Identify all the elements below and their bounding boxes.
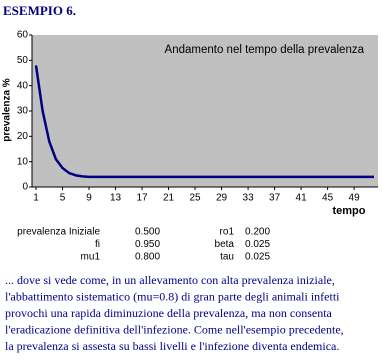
x-tick-label: 9	[86, 193, 92, 204]
y-tick-label: 40	[17, 80, 29, 91]
y-tick-label: 60	[17, 30, 29, 41]
y-axis-label: prevalenza %	[2, 78, 13, 141]
parameter-cell: 0.500	[135, 227, 160, 238]
x-tick-label: 33	[243, 193, 255, 204]
y-tick-label: 10	[17, 156, 29, 167]
parameter-cell: 0.200	[245, 227, 270, 238]
y-tick-label: 20	[17, 131, 29, 142]
x-axis-label: tempo	[333, 205, 366, 217]
x-tick-label: 5	[60, 193, 66, 204]
parameter-cell: fi	[95, 239, 100, 250]
parameter-cell: 0.800	[135, 252, 160, 263]
x-tick-label: 29	[216, 193, 228, 204]
parameter-cell: beta	[215, 239, 235, 250]
x-tick-label: 17	[136, 193, 148, 204]
paragraph-line: provochi una rapida diminuzione della pr…	[5, 306, 333, 320]
page-title: ESEMPIO 6.	[3, 3, 76, 18]
parameter-cell: tau	[220, 252, 234, 263]
parameter-cell: 0.025	[245, 239, 270, 250]
paragraph-line: l'eradicazione definitiva dell'infezione…	[5, 322, 344, 336]
paragraph-line: l'abbattimento sistematico (mu=0.8) di g…	[5, 289, 340, 303]
x-tick-label: 25	[189, 193, 201, 204]
parameter-cell: ro1	[220, 227, 235, 238]
y-tick-label: 0	[22, 182, 28, 193]
x-tick-label: 21	[163, 193, 175, 204]
chart-title: Andamento nel tempo della prevalenza	[165, 44, 365, 56]
y-tick-label: 30	[17, 106, 29, 117]
parameter-cell: mu1	[81, 252, 101, 263]
data-line	[34, 65, 374, 179]
x-tick-label: 13	[110, 193, 122, 204]
parameter-cell: 0.025	[245, 252, 270, 263]
x-tick-label: 49	[349, 193, 361, 204]
y-tick-label: 50	[17, 55, 29, 66]
x-tick-label: 41	[296, 193, 308, 204]
paragraph-line: la prevalenza si assesta su bassi livell…	[5, 339, 339, 353]
x-tick-label: 37	[269, 193, 281, 204]
x-tick-label: 1	[33, 193, 39, 204]
parameter-cell: prevalenza Iniziale	[17, 227, 100, 238]
x-tick-label: 45	[322, 193, 334, 204]
parameter-cell: 0.950	[135, 239, 160, 250]
paragraph-line: ... dove si vede come, in un allevamento…	[5, 273, 335, 287]
plot-area	[32, 35, 378, 187]
